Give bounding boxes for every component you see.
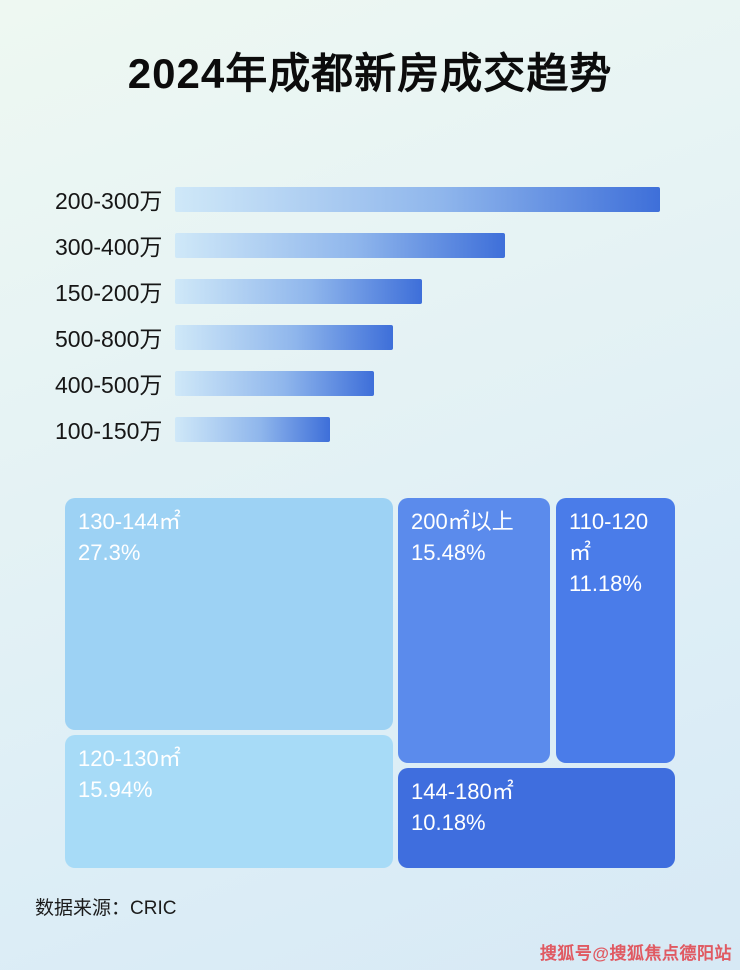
treemap-block-label: 144-180㎡ xyxy=(411,779,514,804)
area-share-treemap: 130-144㎡ 27.3% 200㎡以上 15.48% 110-120㎡ 11.18% 1… xyxy=(65,498,675,868)
bar-fill xyxy=(175,416,330,442)
treemap-block-value: 11.18% xyxy=(569,570,642,596)
bar-row: 100-150万 xyxy=(0,406,740,452)
bar-track xyxy=(175,416,740,442)
treemap-block: 110-120㎡ 11.18% xyxy=(556,498,675,763)
treemap-block-value: 27.3% xyxy=(78,539,141,565)
treemap-block-label: 120-130㎡ xyxy=(78,746,181,771)
page-title: 2024年成都新房成交趋势 xyxy=(127,50,613,97)
bar-track xyxy=(175,232,740,258)
bar-category-label: 500-800万 xyxy=(55,326,163,352)
bar-row: 200-300万 xyxy=(0,176,740,222)
bar-row: 400-500万 xyxy=(0,360,740,406)
bar-track xyxy=(175,370,740,396)
treemap-block-label: 110-120㎡ xyxy=(569,509,649,565)
bar-row: 300-400万 xyxy=(0,222,740,268)
bar-row: 150-200万 xyxy=(0,268,740,314)
treemap-block-value: 15.94% xyxy=(78,776,153,802)
bar-track xyxy=(175,278,740,304)
treemap-block-value: 10.18% xyxy=(411,809,486,835)
bar-category-label: 200-300万 xyxy=(55,188,163,214)
bar-track xyxy=(175,324,740,350)
treemap-block: 130-144㎡ 27.3% xyxy=(65,498,393,730)
bar-category-label: 300-400万 xyxy=(55,234,163,260)
price-band-bar-chart: 200-300万 300-400万 150-200万 500-800万 400-500万… xyxy=(0,176,740,452)
bar-category-label: 100-150万 xyxy=(55,418,163,444)
treemap-block: 120-130㎡ 15.94% xyxy=(65,735,393,868)
watermark-text: 搜狐号@搜狐焦点德阳站 xyxy=(539,944,732,963)
bar-fill xyxy=(175,232,505,258)
bar-fill xyxy=(175,186,660,212)
bar-category-label: 150-200万 xyxy=(55,280,163,306)
bar-track xyxy=(175,186,740,212)
bar-fill xyxy=(175,278,422,304)
treemap-block: 144-180㎡ 10.18% xyxy=(398,768,675,868)
treemap-block-value: 15.48% xyxy=(411,539,486,565)
treemap-block-label: 200㎡以上 xyxy=(411,509,514,534)
bar-fill xyxy=(175,370,374,396)
bar-row: 500-800万 xyxy=(0,314,740,360)
bar-fill xyxy=(175,324,393,350)
treemap-block-label: 130-144㎡ xyxy=(78,509,181,534)
bar-category-label: 400-500万 xyxy=(55,372,163,398)
data-source-label: 数据来源：CRIC xyxy=(35,898,177,919)
treemap-block: 200㎡以上 15.48% xyxy=(398,498,550,763)
